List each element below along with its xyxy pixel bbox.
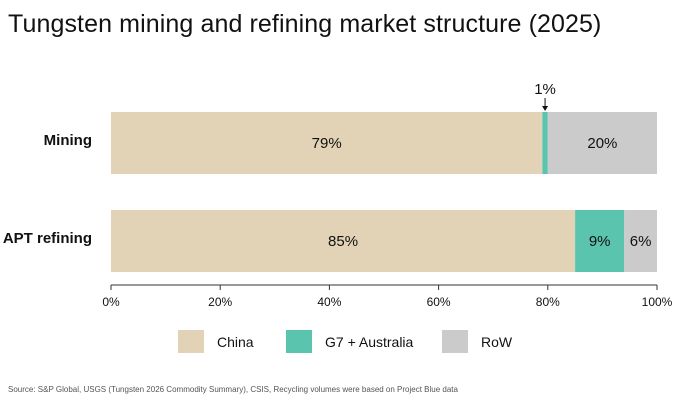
legend: China G7 + Australia RoW [0,330,690,356]
data-label-mining-g7-australia: 1% [534,81,556,98]
x-tick-label-1: 20% [208,295,232,309]
chart-title: Tungsten mining and refining market stru… [8,10,602,38]
legend-label-g7-australia: G7 + Australia [325,333,414,350]
legend-swatch-row [442,330,468,353]
legend-swatch-g7-australia [286,330,312,353]
legend-item-g7-australia: G7 + Australia [286,330,413,353]
category-label-apt-refining: APT refining [3,230,92,247]
x-tick-label-3: 60% [427,295,451,309]
legend-item-row: RoW [442,330,512,353]
legend-item-china: China [178,330,254,353]
stacked-bar-chart: Mining 79% 1% 20% APT refining 85% 9% 6% 0% 20% 40… [3,81,673,309]
data-label-mining-row: 20% [587,135,617,152]
data-label-mining-china: 79% [312,135,342,152]
bar-segment-mining-g7-australia [542,112,548,174]
category-label-mining: Mining [44,132,92,149]
data-label-apt-refining-g7-australia: 9% [589,233,611,250]
plot-area: Mining 79% 1% 20% APT refining 85% 9% 6% 0% 20% 40… [3,81,673,309]
bar-segment-mining-china [111,112,543,174]
source-note: Source: S&P Global, USGS (Tungsten 2026 … [8,385,458,394]
bar-segment-apt-refining-row [624,210,657,272]
legend-swatch-china [178,330,204,353]
bar-segment-mining-row [547,112,657,174]
x-tick-label-2: 40% [317,295,341,309]
x-tick-label-4: 80% [536,295,560,309]
bar-segment-apt-refining-g7-australia [575,210,625,272]
x-tick-label-0: 0% [102,295,120,309]
legend-label-china: China [217,333,254,350]
bar-segment-apt-refining-china [111,210,576,272]
data-label-apt-refining-row: 6% [630,233,652,250]
x-tick-label-5: 100% [642,295,673,309]
data-label-apt-refining-china: 85% [328,233,358,250]
legend-label-row: RoW [481,333,513,350]
callout-arrow-mining-g7-australia [542,106,549,111]
